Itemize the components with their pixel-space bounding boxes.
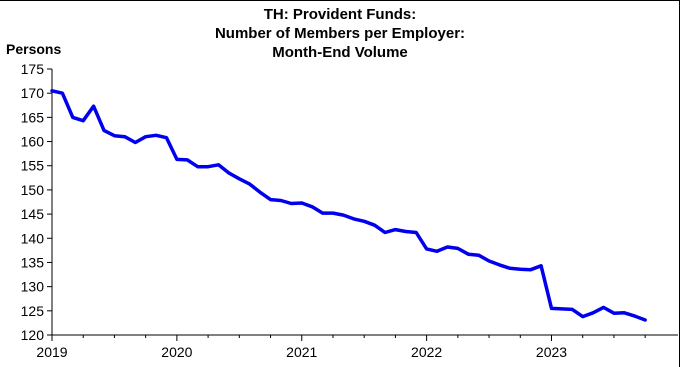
y-tick-label-135: 135 [21,254,45,270]
y-tick-label-125: 125 [21,303,45,319]
x-tick-label-2020: 2020 [161,344,192,360]
y-tick-label-140: 140 [21,230,45,246]
x-tick-label-2021: 2021 [286,344,317,360]
chart-title-line-1: TH: Provident Funds: [263,6,417,23]
y-tick-label-155: 155 [21,158,45,174]
x-tick-label-2022: 2022 [411,344,442,360]
chart-title-line-3: Month-End Volume [272,44,408,61]
y-tick-label-165: 165 [21,109,45,125]
y-tick-label-160: 160 [21,134,45,150]
series-line-1 [50,89,647,322]
chart-title-line-2: Number of Members per Employer: [214,25,466,42]
x-tick-label-2023: 2023 [536,344,567,360]
y-tick-label-170: 170 [21,85,45,101]
y-tick-label-175: 175 [21,61,45,77]
y-tick-label-130: 130 [21,279,45,295]
x-tick-label-2019: 2019 [36,344,67,360]
y-tick-label-145: 145 [21,206,45,222]
y-axis-label: Persons [6,41,62,57]
y-tick-label-150: 150 [21,182,45,198]
y-tick-label-120: 120 [21,327,45,343]
chart-title: TH: Provident Funds: Number of Members p… [0,5,680,62]
